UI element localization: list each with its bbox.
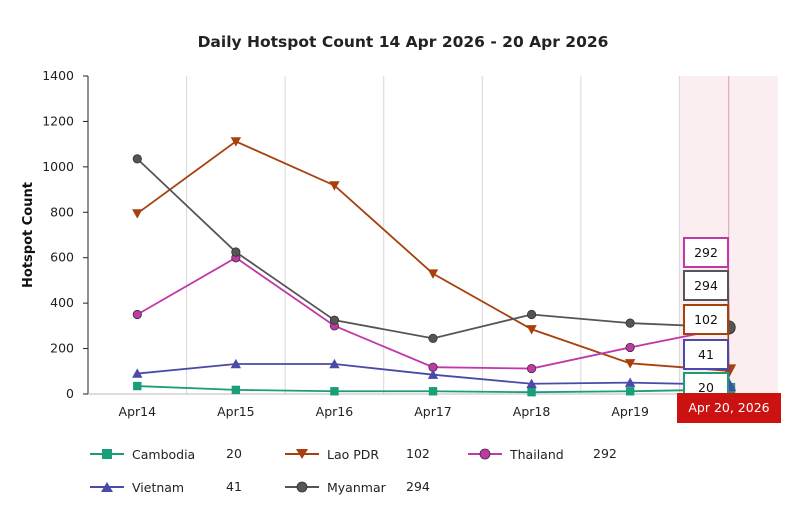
data-point-cambodia <box>625 387 635 396</box>
x-tick-label: Apr18 <box>513 404 551 419</box>
axis-layer: 0 200 400 600 800 1000 1200 1400 <box>42 68 778 401</box>
legend-value: 292 <box>593 446 617 461</box>
y-tick-label: 1000 <box>42 159 74 174</box>
data-point-vietnam <box>427 369 439 379</box>
data-point-myanmar <box>625 318 635 328</box>
legend-item-thailand[interactable]: Thailand <box>466 444 564 464</box>
legend-symbol-myanmar <box>285 481 319 493</box>
x-tick-label: Apr14 <box>119 404 157 419</box>
x-tick-label: Apr16 <box>316 404 354 419</box>
data-point-myanmar <box>526 309 537 320</box>
y-tick-label: 800 <box>50 204 74 219</box>
x-tick-label: Apr19 <box>611 404 649 419</box>
legend-value: 102 <box>406 446 430 461</box>
legend-symbol-cambodia <box>90 449 124 459</box>
data-point-cambodia <box>527 387 536 397</box>
x-tick-label: Apr15 <box>217 404 255 419</box>
legend-item-myanmar[interactable]: Myanmar <box>283 477 386 497</box>
x-crosshair-label: Apr 20, 2026 <box>688 400 769 415</box>
legend-item-vietnam[interactable]: Vietnam <box>88 477 184 497</box>
legend-item-lao-pdr[interactable]: Lao PDR <box>283 444 379 464</box>
legend-symbol-thailand <box>468 448 502 460</box>
chart-legend: Cambodia 20 Lao PDR 102 Thailand 292 Vietnam 41… <box>88 440 688 500</box>
y-tick-label: 0 <box>66 386 74 401</box>
legend-symbol-lao-pdr <box>285 449 319 459</box>
y-tick-label: 200 <box>50 341 74 356</box>
legend-label: Vietnam <box>132 479 185 495</box>
data-point-thailand <box>132 309 142 320</box>
tooltip-value: 292 <box>694 245 718 260</box>
legend-label: Cambodia <box>132 446 196 462</box>
legend-value: 20 <box>226 446 242 461</box>
data-point-lao-pdr <box>132 209 143 219</box>
y-tick-label: 600 <box>50 250 74 265</box>
legend-label: Lao PDR <box>327 446 380 462</box>
tooltip-box <box>683 339 729 370</box>
data-point-myanmar <box>329 315 340 325</box>
data-point-lao-pdr <box>624 359 636 369</box>
data-point-myanmar <box>132 154 142 164</box>
tooltip-value: 102 <box>694 312 718 327</box>
data-point-vietnam <box>132 368 143 378</box>
data-point-myanmar <box>428 333 438 343</box>
data-point-cambodia <box>231 385 241 395</box>
series-line-myanmar <box>136 158 729 340</box>
data-point-vietnam <box>230 358 242 369</box>
tooltip-layer: 292 294 102 41 20 <box>683 237 730 403</box>
data-point-lao-pdr <box>329 181 340 191</box>
data-point-cambodia <box>133 381 142 391</box>
legend-symbol-vietnam <box>90 482 124 492</box>
legend-value: 41 <box>226 479 242 494</box>
y-axis-label: Hotspot Count <box>21 182 36 288</box>
data-point-vietnam <box>624 377 636 387</box>
tooltip-box <box>683 270 729 301</box>
series-myanmar <box>132 154 736 343</box>
data-point-thailand <box>625 342 635 353</box>
tooltip-connector <box>727 387 730 390</box>
tooltip-value: 294 <box>694 278 718 293</box>
data-point-cambodia <box>428 387 438 396</box>
legend-label: Thailand <box>510 446 564 462</box>
data-point-myanmar <box>231 247 241 257</box>
chart-title: Daily Hotspot Count 14 Apr 2026 - 20 Apr… <box>198 33 609 51</box>
tooltip-value: 20 <box>698 380 714 395</box>
y-tick-label: 400 <box>50 295 74 310</box>
data-point-lao-pdr <box>526 325 537 335</box>
data-point-vietnam <box>329 358 340 369</box>
data-point-lao-pdr <box>427 269 439 279</box>
x-crosshair-label-box <box>677 393 781 423</box>
x-tick-labels: Apr14 Apr15 Apr16 Apr17 Apr18 Apr19 Apr 20, 20… <box>119 393 781 423</box>
legend-item-cambodia[interactable]: Cambodia <box>88 444 195 464</box>
tooltip-lao-pdr: 102 <box>683 304 730 371</box>
series-layer <box>132 137 737 397</box>
y-tick-label: 1200 <box>42 113 74 128</box>
data-point-vietnam <box>526 378 537 388</box>
tooltip-myanmar: 294 <box>683 270 730 328</box>
data-point-thailand <box>526 363 537 374</box>
data-point-lao-pdr <box>230 137 242 147</box>
tooltip-value: 41 <box>698 347 714 362</box>
legend-label: Myanmar <box>327 479 386 495</box>
y-tick-label: 1400 <box>42 68 74 83</box>
tooltip-thailand: 292 <box>683 237 730 328</box>
x-tick-label: Apr17 <box>414 404 452 419</box>
legend-value: 294 <box>406 479 430 494</box>
data-point-cambodia <box>330 387 339 396</box>
